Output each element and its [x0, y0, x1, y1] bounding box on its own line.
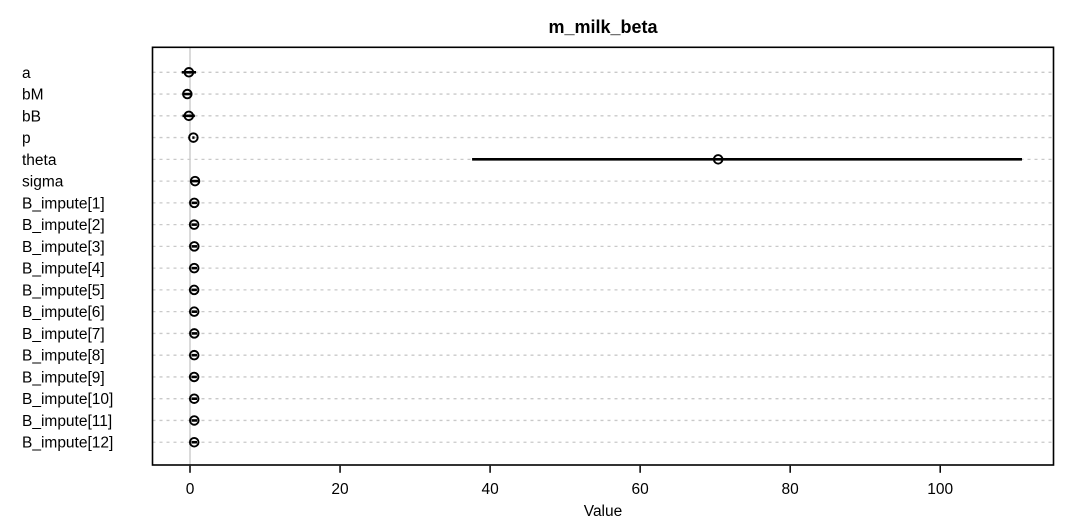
mean-point [189, 328, 200, 339]
mean-point [189, 175, 201, 187]
mean-point [189, 241, 200, 252]
param-label: bM [22, 87, 44, 104]
param-label: a [22, 65, 31, 82]
mean-point [183, 67, 195, 78]
mean-point [182, 88, 193, 100]
param-label: B_impute[3] [22, 239, 105, 256]
param-label: B_impute[1] [22, 195, 105, 212]
mean-point [189, 197, 200, 209]
x-tick-label: 80 [782, 481, 800, 498]
mean-point [183, 110, 195, 122]
plot-title: m_milk_beta [548, 17, 658, 37]
x-tick-label: 40 [481, 481, 499, 498]
param-label: B_impute[11] [22, 413, 112, 430]
mean-point [188, 436, 200, 448]
mean-point [188, 349, 200, 361]
param-label: B_impute[5] [22, 282, 105, 299]
plot-border-box [151, 46, 1055, 466]
param-label: sigma [22, 174, 64, 191]
param-label: B_impute[2] [22, 217, 105, 234]
param-label: B_impute[4] [22, 261, 105, 278]
mean-point [712, 154, 724, 165]
param-label: bB [22, 108, 41, 125]
mean-point [189, 415, 200, 426]
x-axis-label: Value [584, 503, 623, 520]
mean-point [188, 284, 200, 296]
x-tick-label: 20 [331, 481, 349, 498]
x-tick-label: 60 [632, 481, 650, 498]
param-label: B_impute[9] [22, 369, 105, 386]
param-label: B_impute[8] [22, 348, 105, 365]
mean-point [188, 371, 200, 383]
param-label: B_impute[7] [22, 326, 105, 343]
param-label: p [22, 130, 31, 147]
x-tick-label: 100 [927, 481, 953, 498]
param-label: B_impute[6] [22, 304, 105, 321]
param-label: theta [22, 152, 57, 169]
x-tick-label: 0 [186, 481, 195, 498]
mean-point [188, 132, 199, 143]
mean-point [188, 306, 200, 317]
mean-point [188, 219, 200, 230]
mean-point [188, 393, 200, 404]
mean-point [188, 262, 200, 274]
param-label: B_impute[12] [22, 435, 113, 452]
param-label: B_impute[10] [22, 391, 113, 408]
